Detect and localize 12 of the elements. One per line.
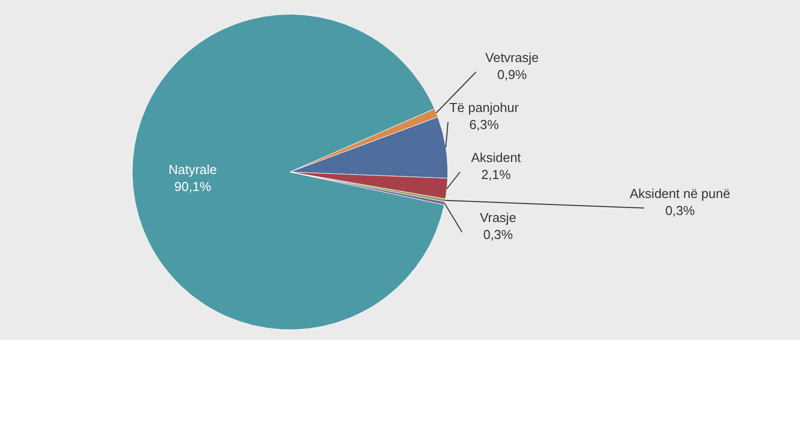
slice-label: Aksident xyxy=(471,150,522,165)
data-label: 2,1% xyxy=(481,167,512,182)
data-label: 6,3% xyxy=(469,117,500,132)
slice-label: Vetvrasje xyxy=(485,50,539,65)
data-label: 0,3% xyxy=(483,227,514,242)
slice-label: Natyrale xyxy=(168,162,217,177)
data-label: 90,1% xyxy=(174,178,212,194)
slice-label: Aksident në punë xyxy=(630,186,730,201)
data-label: 0,9% xyxy=(497,67,528,82)
data-label: 0,3% xyxy=(665,203,696,218)
slice-label: Vrasje xyxy=(480,210,516,225)
slice-label: Të panjohur xyxy=(449,100,520,115)
